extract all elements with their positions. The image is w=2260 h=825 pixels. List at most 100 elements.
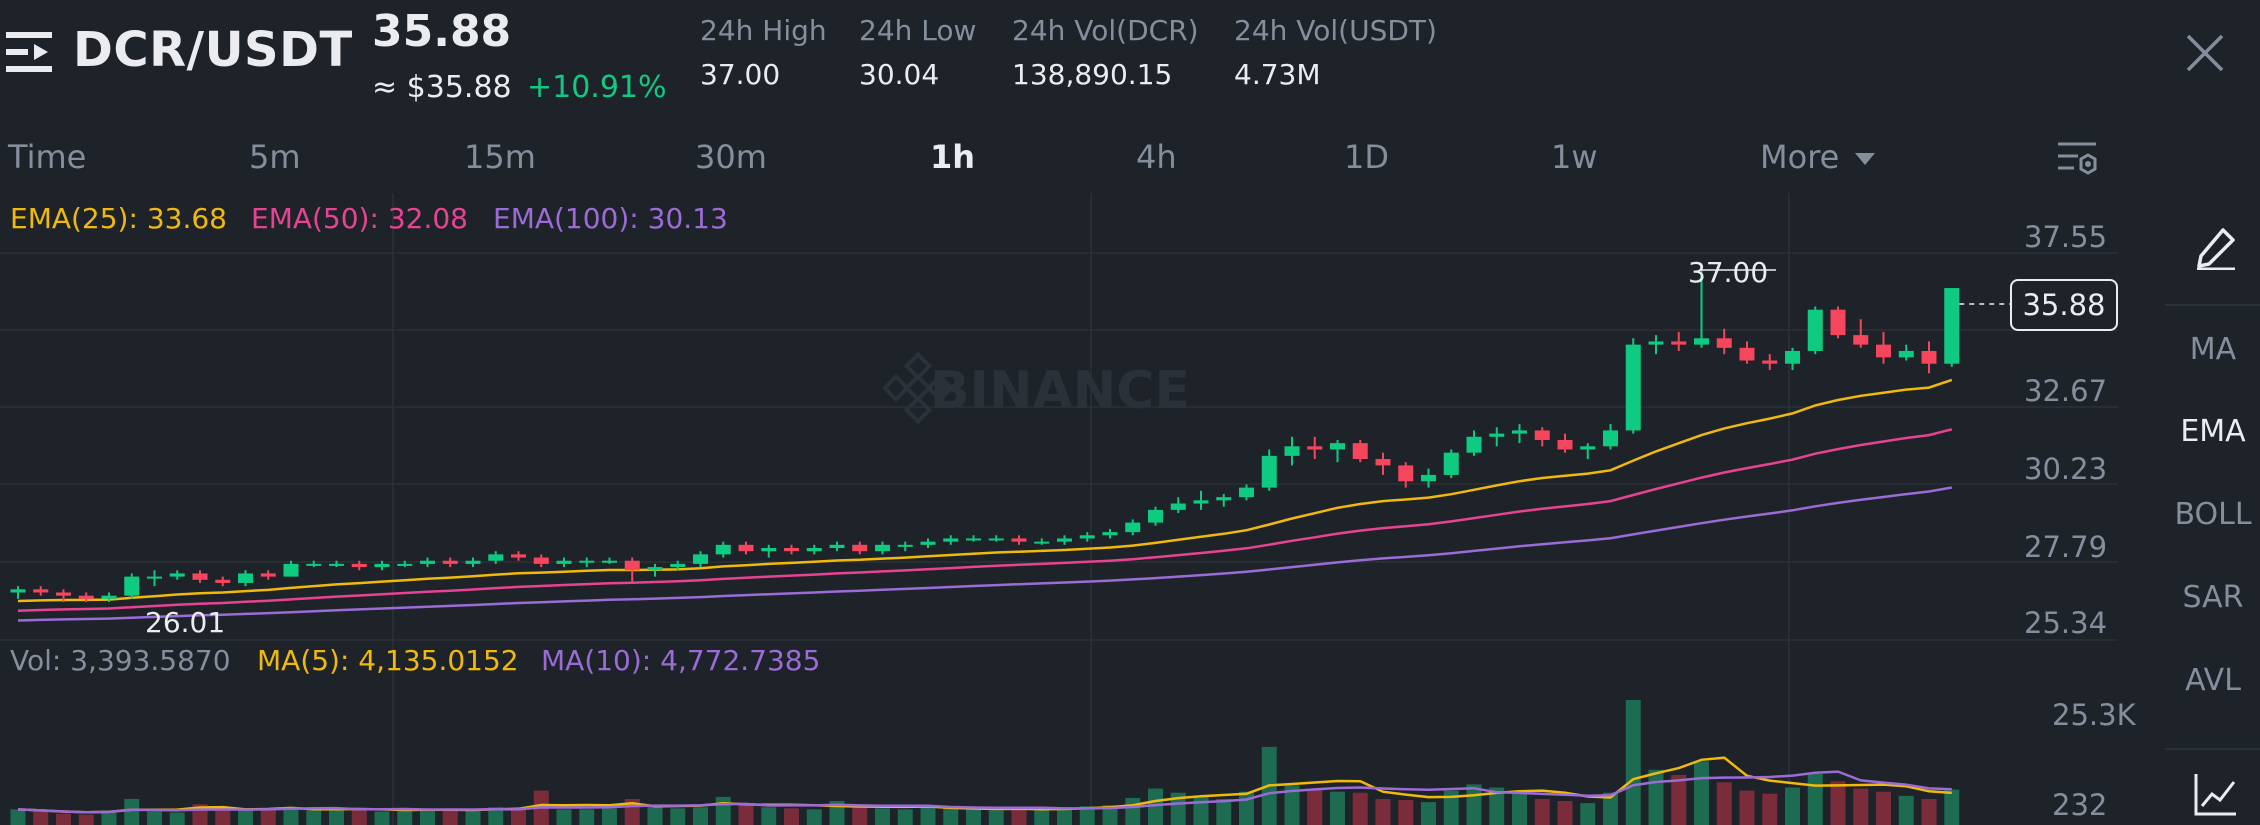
candle: [260, 570, 276, 580]
volume-bar: [1603, 792, 1618, 825]
stat-low-label: 24h Low: [859, 14, 977, 47]
candle: [897, 541, 913, 552]
candle: [1944, 288, 1960, 367]
candle: [1580, 443, 1596, 460]
candle: [1603, 424, 1618, 450]
candle: [1125, 519, 1141, 536]
volume-bar: [1853, 788, 1869, 825]
tab-1h[interactable]: 1h: [930, 138, 976, 176]
tab-5m[interactable]: 5m: [249, 138, 301, 176]
volume-bar: [1193, 796, 1209, 825]
stat-low-value: 30.04: [859, 58, 940, 91]
price-chart[interactable]: BINANCE 37.00 26.01: [0, 190, 2160, 825]
volume-bar: [238, 810, 253, 825]
chart-settings-icon[interactable]: [2056, 140, 2098, 178]
volume-bar: [920, 807, 936, 825]
candle: [1648, 335, 1664, 355]
candle: [920, 538, 936, 549]
tab-1d[interactable]: 1D: [1344, 138, 1389, 176]
volume-bar: [897, 809, 913, 825]
price-axis-label: 25.34: [2024, 606, 2108, 640]
volume-bar: [1330, 791, 1345, 825]
caret-down-icon: [1854, 153, 1875, 165]
indicator-chart-icon[interactable]: [2194, 772, 2238, 816]
price-axis-label: 37.55: [2024, 220, 2108, 254]
candle: [852, 541, 868, 555]
candle: [966, 535, 981, 542]
volume-bar: [1648, 769, 1664, 825]
candle: [465, 557, 481, 568]
candle: [670, 560, 686, 571]
indicator-sar[interactable]: SAR: [2182, 580, 2244, 615]
volume-bar: [215, 808, 231, 825]
tab-time[interactable]: Time: [8, 138, 87, 176]
volume-bar: [1398, 800, 1414, 825]
ema50-legend: EMA(50): 32.08: [251, 202, 468, 235]
volume-bar: [101, 810, 117, 825]
tab-15m[interactable]: 15m: [464, 138, 536, 176]
candle: [1762, 354, 1778, 371]
tab-4h[interactable]: 4h: [1136, 138, 1177, 176]
candle: [1625, 338, 1641, 434]
low-marker-label: 26.01: [145, 606, 225, 639]
current-price-tag: 35.88: [2010, 279, 2118, 331]
candle: [943, 535, 959, 545]
tab-1w[interactable]: 1w: [1551, 138, 1598, 176]
volume-bar: [579, 809, 595, 825]
watermark: BINANCE: [930, 361, 1190, 421]
candle: [442, 557, 458, 568]
menu-icon[interactable]: [4, 30, 54, 74]
vol-ma10-line: [17, 770, 1952, 814]
stat-high-label: 24h High: [700, 14, 827, 47]
indicator-ema[interactable]: EMA: [2180, 414, 2246, 449]
tab-more-label: More: [1760, 138, 1840, 176]
volume-bar: [511, 808, 526, 825]
volume-axis-label: 232: [2052, 788, 2108, 822]
close-icon[interactable]: [2180, 28, 2230, 78]
volume-bar: [556, 809, 572, 825]
ema25-line: [17, 378, 1953, 603]
candle: [329, 560, 344, 568]
volume-bar: [124, 798, 140, 825]
indicator-avl[interactable]: AVL: [2185, 663, 2241, 698]
pair-title[interactable]: DCR/USDT: [73, 22, 353, 78]
volume-bar: [1148, 788, 1163, 825]
candle: [1193, 490, 1209, 510]
volume-bar: [1762, 793, 1778, 825]
indicator-boll[interactable]: BOLL: [2174, 497, 2252, 532]
candle: [1216, 493, 1232, 507]
tab-30m[interactable]: 30m: [695, 138, 767, 176]
candle: [101, 592, 117, 603]
volume-bar: [806, 809, 822, 825]
volume-bar: [1580, 803, 1596, 825]
volume-bar: [1443, 790, 1459, 825]
volume-bar: [1216, 798, 1232, 825]
candle: [784, 544, 799, 555]
candle: [1921, 341, 1937, 374]
volume-bar: [169, 812, 185, 825]
volume-bar: [78, 814, 94, 825]
candle: [33, 586, 49, 596]
candle: [238, 570, 253, 587]
tab-more[interactable]: More: [1760, 138, 1876, 176]
volume-bar: [1671, 775, 1687, 825]
volume-bar: [1921, 798, 1937, 825]
candle: [488, 551, 504, 564]
volume-bar: [1512, 791, 1527, 825]
candle: [624, 557, 640, 583]
indicator-ma[interactable]: MA: [2189, 332, 2237, 367]
price-usd: ≈ $35.88: [372, 70, 512, 105]
last-price: 35.88: [372, 6, 512, 57]
volume-bar: [306, 810, 322, 825]
stat-vol-dcr-label: 24h Vol(DCR): [1012, 14, 1199, 47]
candle: [1443, 449, 1459, 479]
candle: [1034, 538, 1050, 545]
candle: [306, 560, 322, 568]
candle: [1102, 528, 1118, 539]
draw-pencil-icon[interactable]: [2195, 226, 2237, 270]
candle: [1557, 433, 1573, 453]
volume-bar: [1034, 809, 1050, 825]
candle: [602, 557, 617, 564]
ma5-legend: MA(5): 4,135.0152: [257, 644, 519, 677]
volume-bar: [1011, 808, 1027, 825]
